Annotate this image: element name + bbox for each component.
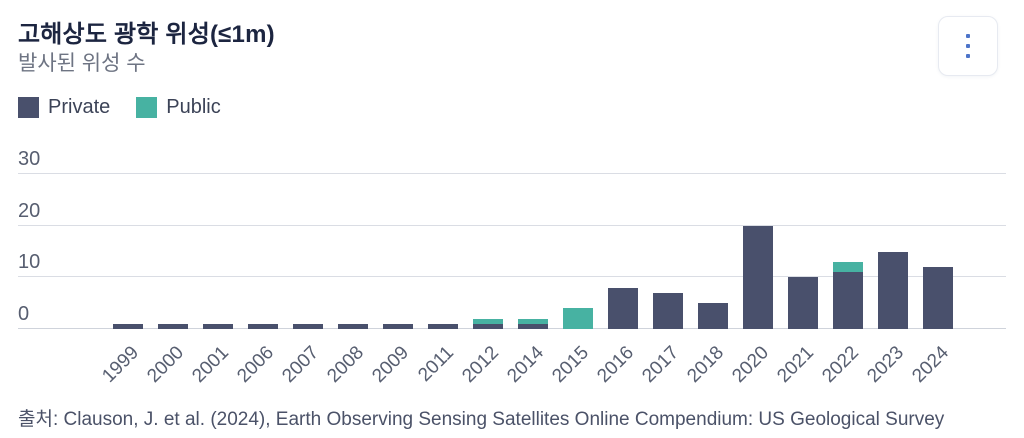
- bar-chart-plot-area: 0 10 20 30: [18, 145, 1006, 329]
- bar-2020-private[interactable]: [743, 225, 773, 329]
- source-citation: 출처: Clauson, J. et al. (2024), Earth Obs…: [18, 409, 945, 430]
- chart-legend: Private Public: [18, 96, 221, 119]
- bar-2008-private[interactable]: [338, 323, 368, 329]
- bar-2015-public[interactable]: [563, 308, 593, 329]
- gridline-y0: [18, 328, 1006, 329]
- options-menu-button[interactable]: [938, 16, 998, 76]
- bar-2024-private[interactable]: [923, 267, 953, 329]
- bar-2022-public[interactable]: [833, 261, 863, 273]
- y-tick-label-0: 0: [18, 303, 30, 325]
- gridline-y20: [18, 224, 1006, 226]
- y-tick-label-20: 20: [18, 199, 41, 222]
- bar-2011-private[interactable]: [428, 323, 458, 329]
- bar-2012-public[interactable]: [473, 318, 503, 324]
- bar-2000-private[interactable]: [158, 323, 188, 329]
- y-tick-label-10: 10: [18, 251, 41, 274]
- bar-2012-private[interactable]: [473, 323, 503, 329]
- bar-1999-private[interactable]: [113, 323, 143, 329]
- bar-2016-private[interactable]: [608, 287, 638, 329]
- legend-label-private: Private: [48, 96, 111, 118]
- chart-title: 고해상도 광학 위성(≤1m): [18, 21, 275, 48]
- bar-2007-private[interactable]: [293, 323, 323, 329]
- bar-2001-private[interactable]: [203, 323, 233, 329]
- gridline-y10: [18, 276, 1006, 278]
- bar-2006-private[interactable]: [248, 323, 278, 329]
- legend-item-private[interactable]: Private: [18, 96, 110, 119]
- bar-2014-public[interactable]: [518, 318, 548, 324]
- x-axis: 1999 2000 2001 2006 2007 2008 2009 2011 2012 2014…: [18, 329, 1006, 399]
- y-tick-label-30: 30: [18, 148, 41, 170]
- legend-label-public: Public: [166, 96, 221, 118]
- bar-2017-private[interactable]: [653, 292, 683, 329]
- bar-2009-private[interactable]: [383, 323, 413, 329]
- bar-2018-private[interactable]: [698, 303, 728, 329]
- chart-subtitle: 발사된 위성 수: [18, 52, 146, 75]
- bar-2022-private[interactable]: [833, 272, 863, 329]
- bar-2021-private[interactable]: [788, 277, 818, 329]
- kebab-menu-icon: [966, 34, 970, 58]
- private-color-swatch: [18, 97, 39, 118]
- bar-2014-private[interactable]: [518, 323, 548, 329]
- legend-item-public[interactable]: Public: [136, 96, 221, 119]
- gridline-y30: [18, 173, 1006, 174]
- public-color-swatch: [136, 97, 158, 118]
- bar-2023-private[interactable]: [878, 251, 908, 329]
